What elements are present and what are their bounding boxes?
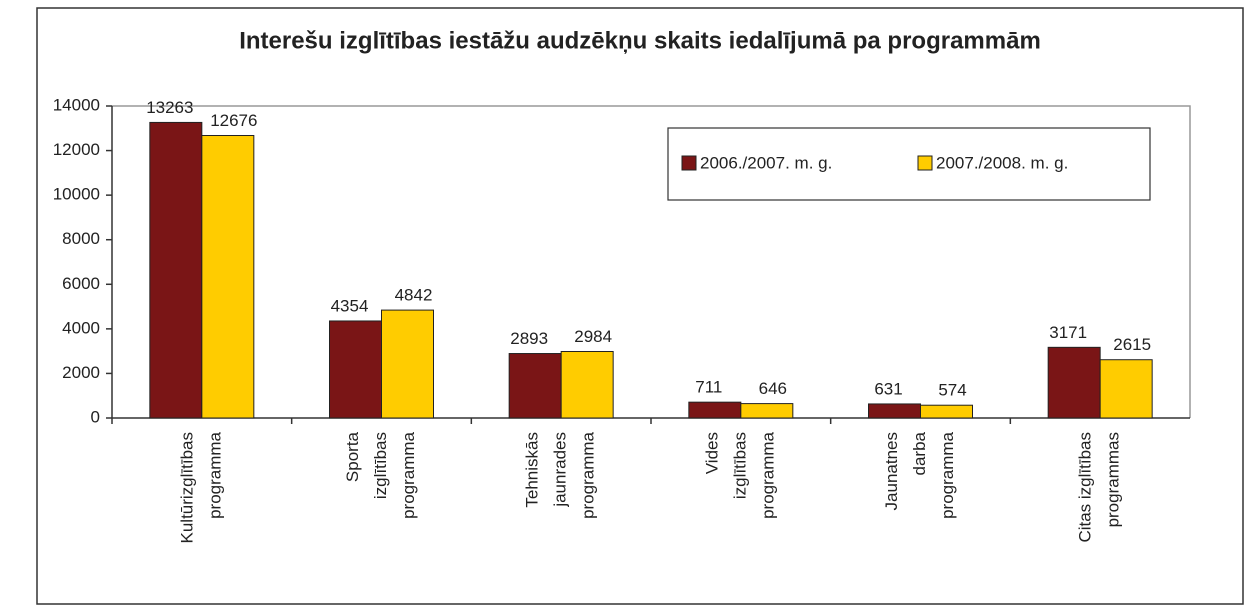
value-label: 711 (695, 378, 722, 397)
bar (329, 320, 382, 419)
x-tick-label: Vides (702, 432, 721, 474)
bar (1047, 346, 1101, 419)
value-label: 2893 (510, 329, 548, 348)
x-tick-label: programma (938, 431, 957, 518)
value-label: 3171 (1049, 323, 1087, 342)
y-tick-label: 10000 (53, 185, 100, 204)
x-tick-label: izglītības (371, 432, 390, 499)
legend-swatch (917, 155, 933, 171)
value-label: 574 (938, 381, 966, 400)
bar (920, 404, 973, 419)
y-tick-label: 14000 (53, 95, 100, 114)
bar (201, 135, 255, 419)
x-tick-label: Jaunatnes (882, 432, 901, 510)
x-tick-label: izglītības (730, 432, 749, 499)
bar (740, 403, 794, 419)
value-label: 631 (874, 379, 902, 398)
y-tick-label: 0 (91, 407, 100, 426)
x-tick-label: jaunrades (551, 432, 570, 508)
value-label: 4354 (331, 296, 369, 315)
x-tick-label: Citas izglītības (1076, 432, 1095, 543)
legend-label: 2007./2008. m. g. (936, 153, 1068, 172)
x-tick-label: darba (910, 431, 929, 475)
bar (1099, 359, 1153, 419)
bar (868, 403, 921, 419)
value-label: 4842 (395, 286, 433, 305)
bar (381, 309, 434, 419)
bar (560, 350, 614, 419)
legend-label: 2006./2007. m. g. (700, 153, 832, 172)
x-tick-label: programma (579, 431, 598, 518)
bar (688, 401, 742, 419)
plot-border (112, 105, 1191, 418)
bar (508, 353, 562, 419)
y-tick-label: 2000 (62, 363, 100, 382)
x-tick-label: Sporta (343, 431, 362, 482)
value-label: 13263 (146, 98, 193, 117)
value-label: 646 (759, 379, 787, 398)
x-tick-label: programmas (1104, 432, 1123, 527)
y-tick-label: 4000 (62, 318, 100, 337)
value-label: 12676 (210, 111, 257, 130)
value-label: 2615 (1113, 335, 1151, 354)
legend-box (667, 127, 1151, 201)
x-tick-label: Kultūrizglītības (177, 432, 196, 544)
legend-swatch (681, 155, 697, 171)
x-tick-label: programma (758, 431, 777, 518)
chart-title: Interešu izglītības iestāžu audzēkņu ska… (239, 27, 1041, 54)
value-label: 2984 (574, 327, 612, 346)
y-tick-label: 12000 (53, 140, 100, 159)
y-tick-label: 6000 (62, 274, 100, 293)
y-tick-label: 8000 (62, 229, 100, 248)
bar (149, 121, 203, 419)
x-tick-label: programma (399, 431, 418, 518)
x-tick-label: Tehniskās (523, 432, 542, 508)
x-tick-label: programma (205, 431, 224, 518)
